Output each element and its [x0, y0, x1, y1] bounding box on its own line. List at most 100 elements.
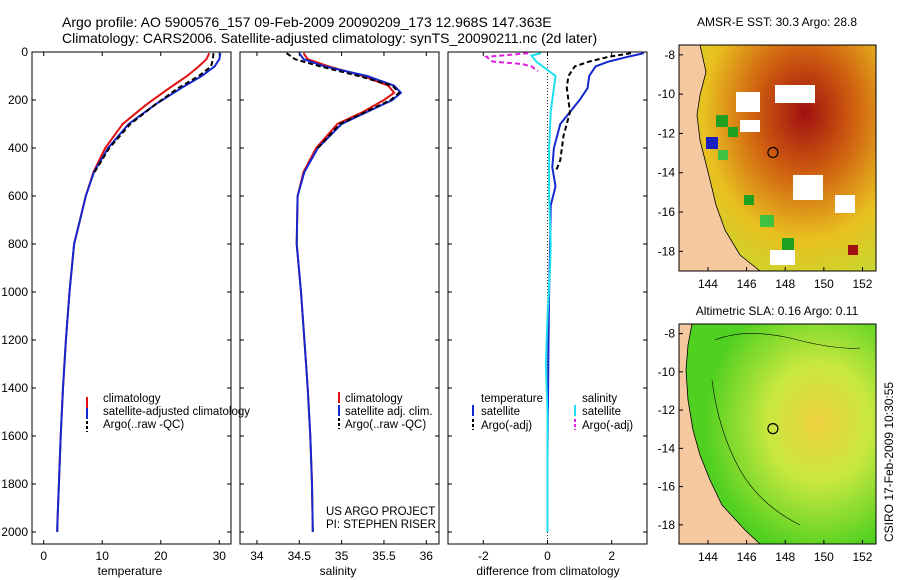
- map-x-tick-label: 152: [852, 277, 872, 291]
- y-tick-label: 1600: [1, 429, 28, 443]
- sst-map-cloud: [736, 92, 760, 112]
- y-tick-label: 200: [8, 93, 28, 107]
- sst-map-cloud: [793, 175, 823, 200]
- temperature-axis: 0 10 20 30 0 200 400 600 800 1000 1200 1400 1600 1800…: [1, 45, 231, 563]
- x-tick-label: 0: [544, 549, 551, 563]
- map-y-tick-label: -10: [658, 87, 676, 101]
- sst-map-pixel: [782, 238, 794, 250]
- map-y-tick-label: -16: [658, 480, 676, 494]
- y-tick-label: 400: [8, 141, 28, 155]
- map-x-tick-label: 146: [737, 550, 757, 564]
- map-x-tick-label: 144: [698, 277, 718, 291]
- map-y-tick-label: -8: [664, 48, 675, 62]
- side-timestamp: CSIRO 17-Feb-2009 10:30:55: [882, 382, 896, 542]
- sst-map-pixel: [760, 215, 774, 227]
- map-y-tick-label: -8: [664, 327, 675, 341]
- diff-legend-temperature: temperature: [481, 393, 543, 405]
- sal-legend-satellite: satellite adj. clim.: [345, 406, 433, 418]
- sal-legend-argo: Argo(..raw -QC): [345, 419, 426, 431]
- temperature-panel: 0 10 20 30 0 200 400 600 800 1000 1200 1400 1600 1800…: [1, 45, 250, 578]
- x-tick-label: 0: [40, 549, 47, 563]
- series-line: [286, 52, 401, 149]
- legend-climatology: climatology: [103, 393, 161, 405]
- series-line: [554, 52, 632, 173]
- temperature-xlabel: temperature: [98, 564, 163, 578]
- y-tick-label: 0: [21, 45, 28, 59]
- salinity-xlabel: salinity: [320, 564, 357, 578]
- sla-map-frame: [678, 323, 877, 545]
- difference-legend: temperature salinity satellite Argo(-adj…: [472, 393, 633, 432]
- salinity-lines: [286, 52, 403, 533]
- series-line: [529, 52, 557, 532]
- sst-map-cloud: [775, 85, 815, 103]
- x-tick-label: 2: [608, 549, 615, 563]
- series-line: [546, 52, 645, 532]
- diff-legend-s-sat: satellite: [582, 406, 621, 418]
- sst-map-title: AMSR-E SST: 30.3 Argo: 28.8: [697, 15, 857, 29]
- sst-map: AMSR-E SST: 30.3 Argo: 28.8 144 146 148 150…: [658, 15, 877, 291]
- sst-map-pixel: [728, 127, 738, 137]
- map-x-tick-label: 148: [775, 550, 795, 564]
- difference-xlabel: difference from climatology: [476, 564, 619, 578]
- diff-legend-t-argo: Argo(-adj): [481, 420, 532, 432]
- x-tick-label: 20: [154, 549, 168, 563]
- y-tick-label: 1800: [1, 477, 28, 491]
- sst-map-pixel: [706, 137, 718, 149]
- diff-legend-t-sat: satellite: [481, 406, 520, 418]
- legend-argo: Argo(..raw -QC): [103, 419, 184, 431]
- sla-map-title: Altimetric SLA: 0.16 Argo: 0.11: [696, 304, 859, 318]
- diff-legend-salinity: salinity: [582, 393, 617, 405]
- sla-map: Altimetric SLA: 0.16 Argo: 0.11 144 146 14…: [658, 304, 877, 564]
- x-tick-label: 30: [213, 549, 227, 563]
- x-tick-label: -2: [478, 549, 489, 563]
- sst-map-frame: [678, 44, 877, 272]
- map-x-tick-label: 148: [775, 277, 795, 291]
- temperature-lines: [56, 52, 222, 533]
- x-tick-label: 35.5: [372, 549, 396, 563]
- series-line: [93, 53, 215, 173]
- map-x-tick-label: 152: [852, 550, 872, 564]
- y-tick-label: 1200: [1, 333, 28, 347]
- series-line: [56, 52, 211, 533]
- difference-axis: -2 0 2: [448, 51, 647, 563]
- sst-map-cloud: [835, 195, 855, 213]
- x-tick-label: 10: [96, 549, 110, 563]
- sst-map-pixel: [716, 115, 728, 127]
- sst-map-axis: 144 146 148 150 152 -8 -10 -12 -14 -16 -18: [658, 48, 873, 291]
- sal-legend-climatology: climatology: [345, 393, 403, 405]
- series-line: [56, 53, 222, 533]
- salinity-panel: 34 34.5 35 35.5 36 salinity climatology sate…: [239, 51, 440, 578]
- difference-panel: -2 0 2 difference from climatology tempera…: [447, 51, 648, 578]
- sst-map-pixel: [718, 150, 728, 160]
- x-tick-label: 34.5: [288, 549, 312, 563]
- map-x-tick-label: 144: [698, 550, 718, 564]
- y-tick-label: 1000: [1, 285, 28, 299]
- map-x-tick-label: 150: [814, 550, 834, 564]
- project-line2: PI: STEPHEN RISER: [326, 519, 436, 531]
- header-line1: Argo profile: AO 5900576_157 09-Feb-2009…: [62, 14, 552, 30]
- map-y-tick-label: -12: [658, 126, 676, 140]
- y-tick-label: 600: [8, 189, 28, 203]
- sst-map-pixel: [744, 195, 754, 205]
- map-x-tick-label: 150: [814, 277, 834, 291]
- header-line2: Climatology: CARS2006. Satellite-adjuste…: [62, 30, 597, 46]
- temperature-legend: climatology satellite-adjusted climatolo…: [86, 393, 250, 432]
- map-y-tick-label: -12: [658, 403, 676, 417]
- x-tick-label: 35: [335, 549, 349, 563]
- project-line1: US ARGO PROJECT: [326, 506, 435, 518]
- sst-map-cloud: [770, 250, 795, 265]
- sst-map-pixel: [848, 245, 858, 255]
- sla-map-axis: 144 146 148 150 152 -8 -10 -12 -14 -16 -18: [658, 327, 873, 564]
- difference-lines: [483, 52, 645, 544]
- salinity-frame: [239, 51, 440, 545]
- x-tick-label: 36: [420, 549, 434, 563]
- map-y-tick-label: -14: [658, 166, 676, 180]
- legend-satellite: satellite-adjusted climatology: [103, 406, 250, 418]
- map-y-tick-label: -14: [658, 441, 676, 455]
- y-tick-label: 2000: [1, 525, 28, 539]
- map-y-tick-label: -18: [658, 518, 676, 532]
- sst-map-cloud: [740, 120, 760, 132]
- salinity-axis: 34 34.5 35 35.5 36: [240, 51, 439, 563]
- map-y-tick-label: -16: [658, 205, 676, 219]
